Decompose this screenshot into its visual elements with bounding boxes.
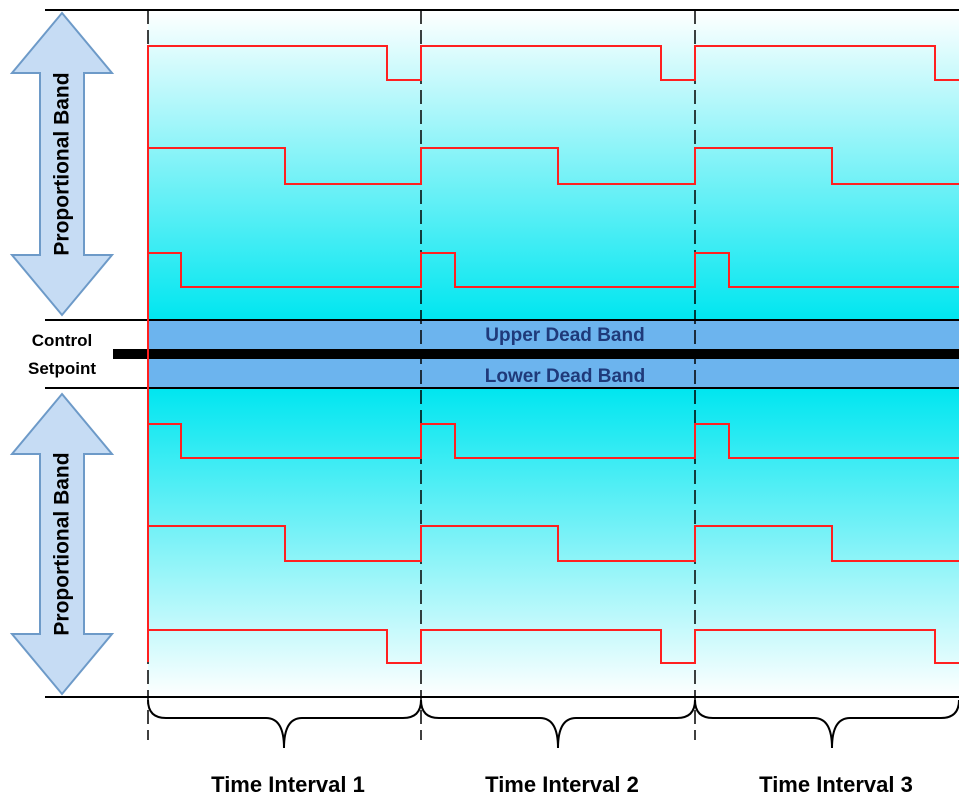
pulse-waveform [148,252,959,288]
pulse-waveform [148,525,959,562]
curly-brace-icon [694,699,959,749]
control-setpoint-label-line1: Control [32,331,92,350]
upper-pulse-row-2 [148,147,959,185]
upper-proportional-region [148,10,959,320]
lower-dead-band-label: Lower Dead Band [485,366,645,387]
time-interval-label-1: Time Interval 1 [211,772,365,797]
upper-proportional-band-label: Proportional Band [51,72,74,255]
setpoint-line [113,349,959,359]
upper-pulse-row-1 [147,45,959,662]
time-interval-label-2: Time Interval 2 [485,772,639,797]
lower-proportional-band-label: Proportional Band [51,452,74,635]
curly-brace-icon [420,699,696,749]
upper-dead-band-region [148,321,959,349]
control-setpoint-label-line2: Setpoint [28,359,96,378]
upper-proportional-arrow: Proportional Band [9,11,115,317]
lower-pulse-row-3 [148,629,959,664]
lower-proportional-region [148,388,959,698]
lower-pulse-row-2 [148,525,959,562]
time-interval-label-3: Time Interval 3 [759,772,913,797]
double-headed-arrow-icon [9,392,115,696]
lower-dead-band-region [148,359,959,388]
pulse-waveform [147,45,959,662]
lower-proportional-arrow: Proportional Band [9,392,115,696]
lower-pulse-row-1 [148,423,959,459]
upper-pulse-row-3 [148,252,959,288]
upper-dead-band-label: Upper Dead Band [485,325,644,346]
pulse-waveform [148,147,959,185]
pulse-waveform [148,423,959,459]
pulse-waveform [148,629,959,664]
curly-brace-icon [147,699,422,749]
double-headed-arrow-icon [9,11,115,317]
